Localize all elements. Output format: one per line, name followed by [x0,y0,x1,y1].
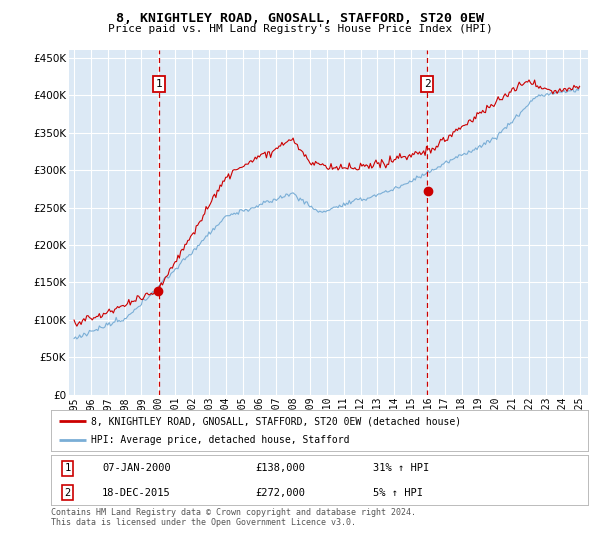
Text: Contains HM Land Registry data © Crown copyright and database right 2024.
This d: Contains HM Land Registry data © Crown c… [51,508,416,528]
Text: Price paid vs. HM Land Registry's House Price Index (HPI): Price paid vs. HM Land Registry's House … [107,24,493,34]
Text: £138,000: £138,000 [255,463,305,473]
Text: HPI: Average price, detached house, Stafford: HPI: Average price, detached house, Staf… [91,435,350,445]
Text: 2: 2 [424,79,431,89]
Text: 31% ↑ HPI: 31% ↑ HPI [373,463,430,473]
Text: £272,000: £272,000 [255,488,305,497]
Text: 1: 1 [155,79,163,89]
Text: 8, KNIGHTLEY ROAD, GNOSALL, STAFFORD, ST20 0EW: 8, KNIGHTLEY ROAD, GNOSALL, STAFFORD, ST… [116,12,484,25]
Text: 8, KNIGHTLEY ROAD, GNOSALL, STAFFORD, ST20 0EW (detached house): 8, KNIGHTLEY ROAD, GNOSALL, STAFFORD, ST… [91,417,461,426]
Text: 1: 1 [64,463,71,473]
Text: 2: 2 [64,488,71,497]
Text: 5% ↑ HPI: 5% ↑ HPI [373,488,423,497]
Text: 07-JAN-2000: 07-JAN-2000 [102,463,171,473]
Text: 18-DEC-2015: 18-DEC-2015 [102,488,171,497]
